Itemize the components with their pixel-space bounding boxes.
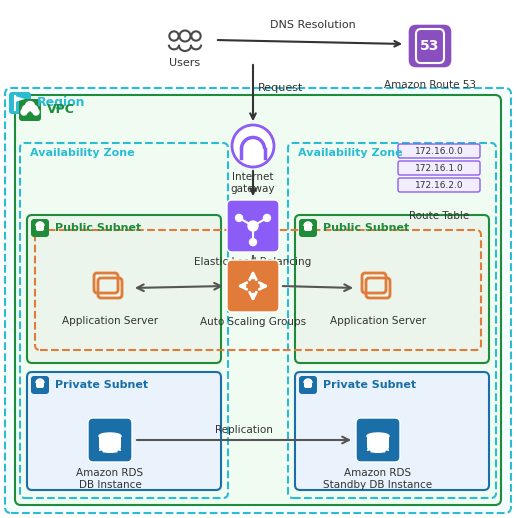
FancyBboxPatch shape (15, 95, 501, 505)
FancyBboxPatch shape (31, 219, 49, 237)
FancyBboxPatch shape (295, 215, 489, 363)
Text: Private Subnet: Private Subnet (323, 380, 416, 390)
Text: Request: Request (258, 83, 303, 93)
Text: Public Subnet: Public Subnet (55, 223, 141, 233)
Text: VPC: VPC (47, 103, 75, 116)
FancyBboxPatch shape (408, 24, 452, 68)
Circle shape (248, 221, 258, 231)
Circle shape (264, 214, 270, 221)
Ellipse shape (367, 433, 389, 439)
FancyBboxPatch shape (227, 260, 279, 312)
Text: Application Server: Application Server (330, 316, 426, 326)
FancyBboxPatch shape (227, 200, 279, 252)
Circle shape (33, 109, 39, 115)
Circle shape (30, 106, 38, 112)
Text: Availability Zone: Availability Zone (298, 148, 402, 158)
Text: Private Subnet: Private Subnet (55, 380, 148, 390)
Text: 53: 53 (421, 39, 440, 53)
FancyBboxPatch shape (304, 224, 312, 231)
Text: Auto Scaling Groups: Auto Scaling Groups (200, 317, 306, 327)
Text: Public Subnet: Public Subnet (323, 223, 409, 233)
FancyBboxPatch shape (19, 99, 41, 121)
FancyBboxPatch shape (299, 376, 317, 394)
Text: Application Server: Application Server (62, 316, 158, 326)
Circle shape (232, 125, 274, 167)
FancyBboxPatch shape (295, 372, 489, 490)
FancyBboxPatch shape (9, 92, 31, 114)
FancyBboxPatch shape (398, 178, 480, 192)
FancyBboxPatch shape (31, 376, 49, 394)
Polygon shape (15, 96, 25, 102)
Text: Amazon RDS
DB Instance: Amazon RDS DB Instance (76, 468, 143, 491)
Text: 172.16.1.0: 172.16.1.0 (415, 164, 463, 172)
Text: Route Table: Route Table (409, 211, 469, 221)
Bar (99, 436, 121, 449)
Circle shape (23, 106, 29, 112)
FancyBboxPatch shape (36, 224, 44, 231)
Text: Amazon RDS
Standby DB Instance: Amazon RDS Standby DB Instance (324, 468, 432, 491)
FancyBboxPatch shape (299, 219, 317, 237)
FancyBboxPatch shape (27, 215, 221, 363)
FancyBboxPatch shape (398, 144, 480, 158)
Bar (367, 436, 389, 449)
FancyBboxPatch shape (88, 418, 132, 462)
Text: Internet
gateway: Internet gateway (231, 172, 275, 194)
Ellipse shape (99, 433, 121, 439)
Text: Replication: Replication (215, 425, 273, 435)
FancyBboxPatch shape (36, 381, 44, 388)
Text: Elastic Load Balancing: Elastic Load Balancing (195, 257, 312, 267)
FancyBboxPatch shape (398, 161, 480, 175)
Circle shape (25, 102, 35, 110)
Text: DNS Resolution: DNS Resolution (270, 20, 356, 30)
FancyBboxPatch shape (27, 372, 221, 490)
FancyBboxPatch shape (356, 418, 400, 462)
Ellipse shape (367, 446, 389, 452)
Text: Region: Region (37, 95, 86, 108)
Circle shape (235, 214, 243, 221)
FancyBboxPatch shape (5, 88, 511, 513)
Text: Availability Zone: Availability Zone (30, 148, 135, 158)
Text: Users: Users (169, 58, 201, 68)
Ellipse shape (99, 446, 121, 452)
Text: 172.16.2.0: 172.16.2.0 (415, 180, 463, 190)
Circle shape (250, 239, 256, 246)
FancyBboxPatch shape (304, 381, 312, 388)
Circle shape (21, 109, 27, 115)
Text: 172.16.0.0: 172.16.0.0 (415, 147, 463, 155)
Text: Amazon Route 53: Amazon Route 53 (384, 80, 476, 90)
